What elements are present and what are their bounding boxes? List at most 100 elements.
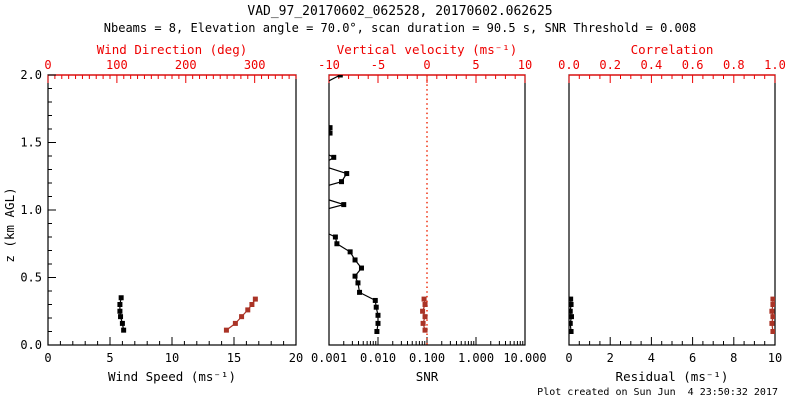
bottom-tick-label-residual: 0 <box>565 351 572 365</box>
bottom-tick-label-snr: 1.000 <box>458 351 494 365</box>
data-point-snr_profile <box>374 329 380 334</box>
data-point-correlation <box>769 308 775 314</box>
data-point-snr_profile <box>352 257 358 263</box>
data-point-snr_profile <box>358 265 364 271</box>
data-point-correlation <box>770 302 775 307</box>
data-point-residual <box>569 314 574 320</box>
panel-residual: 0 2 4 6 8 10 Residual (ms⁻¹) 0.0 0.2 0.4 0.6 0.8 1.0… <box>558 42 786 384</box>
bottom-axis-title-wind: Wind Speed (ms⁻¹) <box>108 369 236 384</box>
series-residual <box>569 296 574 334</box>
plot-subtitle: Nbeams = 8, Elevation angle = 70.0°, sca… <box>103 21 697 35</box>
data-point-wind_speed <box>117 308 123 314</box>
data-point-wind_direction <box>232 320 238 326</box>
data-point-snr_profile <box>355 280 361 286</box>
top-tick-label-snr: -10 <box>318 58 340 72</box>
data-point-vertical_velocity <box>422 327 428 333</box>
data-point-vertical_velocity <box>422 314 428 320</box>
bottom-tick-label-wind: 20 <box>289 351 303 365</box>
top-axis-title-residual: Correlation <box>631 42 714 57</box>
y-tick-label: 0.5 <box>20 271 42 285</box>
bottom-tick-label-wind: 5 <box>106 351 113 365</box>
data-point-correlation <box>769 320 775 326</box>
data-point-snr_profile <box>331 154 337 160</box>
data-point-wind_direction <box>239 314 245 320</box>
panel-frame-wind <box>47 74 297 346</box>
bottom-tick-label-snr: 0.010 <box>360 351 396 365</box>
data-point-snr_profile <box>357 289 363 295</box>
data-point-wind_speed <box>118 295 124 301</box>
data-point-residual <box>569 302 574 307</box>
bottom-tick-label-wind: 10 <box>165 351 179 365</box>
series-wind_speed <box>117 295 127 333</box>
bottom-tick-label-residual: 8 <box>730 351 737 365</box>
data-point-snr_profile <box>352 273 358 279</box>
data-point-snr_profile <box>329 130 333 136</box>
y-tick-label: 1.0 <box>20 203 42 217</box>
data-point-snr_profile <box>337 75 343 78</box>
top-tick-label-residual: 0.2 <box>599 58 621 72</box>
y-tick-label: 2.0 <box>20 68 42 82</box>
data-point-residual <box>569 308 573 314</box>
bottom-tick-label-residual: 4 <box>648 351 655 365</box>
series-wind_direction <box>223 296 258 333</box>
top-tick-label-snr: 10 <box>518 58 532 72</box>
top-tick-label-residual: 1.0 <box>764 58 786 72</box>
data-point-wind_direction <box>223 327 229 333</box>
data-point-snr_profile <box>329 125 333 131</box>
top-axis-title-wind: Wind Direction (deg) <box>97 42 248 57</box>
data-point-snr_profile <box>334 241 340 247</box>
data-point-vertical_velocity <box>420 320 426 326</box>
y-tick-label: 1.5 <box>20 136 42 150</box>
bottom-axis-title-residual: Residual (ms⁻¹) <box>616 369 729 384</box>
y-tick-label: 0.0 <box>20 338 42 352</box>
data-point-wind_direction <box>245 307 251 313</box>
panel-wind: 0 5 10 15 20 Wind Speed (ms⁻¹) 0 100 200 300Wind … <box>2 42 303 384</box>
bottom-tick-label-wind: 15 <box>227 351 241 365</box>
top-tick-label-residual: 0.6 <box>682 58 704 72</box>
panel-snr: 0.001 0.010 0.100 1.000 10.000 SNR -10 -5 0 5 10Ve… <box>311 42 547 384</box>
data-point-snr_profile <box>332 234 338 240</box>
data-point-wind_speed <box>119 320 125 326</box>
series-correlation <box>769 296 775 334</box>
top-tick-label-wind: 0 <box>44 58 51 72</box>
plot-created-timestamp: Plot created on Sun Jun 4 23:50:32 2017 <box>537 387 778 398</box>
bottom-tick-label-snr: 10.000 <box>503 351 546 365</box>
top-tick-label-wind: 200 <box>175 58 197 72</box>
data-point-vertical_velocity <box>421 296 427 302</box>
top-tick-label-residual: 0.4 <box>641 58 663 72</box>
series-line-snr_profile <box>329 75 379 332</box>
data-point-wind_speed <box>118 314 124 320</box>
data-point-correlation <box>770 314 775 320</box>
panel-frame-residual <box>568 74 776 346</box>
top-tick-label-wind: 300 <box>244 58 266 72</box>
data-point-wind_direction <box>249 302 255 307</box>
series-vertical_velocity <box>420 296 428 333</box>
top-tick-label-snr: 0 <box>423 58 430 72</box>
bottom-tick-label-residual: 6 <box>689 351 696 365</box>
data-point-snr_profile <box>375 320 381 326</box>
top-tick-label-snr: 5 <box>472 58 479 72</box>
data-point-snr_profile <box>344 171 350 177</box>
data-point-residual <box>569 329 574 334</box>
bottom-tick-label-residual: 2 <box>607 351 614 365</box>
top-tick-label-wind: 100 <box>106 58 128 72</box>
top-tick-label-residual: 0.0 <box>558 58 580 72</box>
series-snr_profile <box>329 75 381 334</box>
data-point-correlation <box>770 296 775 302</box>
top-tick-label-snr: -5 <box>371 58 385 72</box>
data-point-vertical_velocity <box>420 308 426 314</box>
data-point-residual <box>569 296 574 302</box>
data-point-vertical_velocity <box>422 302 428 307</box>
top-tick-label-residual: 0.8 <box>723 58 745 72</box>
data-point-snr_profile <box>347 249 353 255</box>
plot-title: VAD_97_20170602_062528, 20170602.062625 <box>247 4 553 19</box>
data-point-wind_speed <box>121 327 127 333</box>
data-point-snr_profile <box>341 202 347 208</box>
data-point-snr_profile <box>372 297 378 303</box>
data-point-residual <box>569 320 573 326</box>
bottom-tick-label-snr: 0.001 <box>311 351 347 365</box>
data-point-wind_speed <box>117 302 123 307</box>
data-point-correlation <box>770 329 775 334</box>
